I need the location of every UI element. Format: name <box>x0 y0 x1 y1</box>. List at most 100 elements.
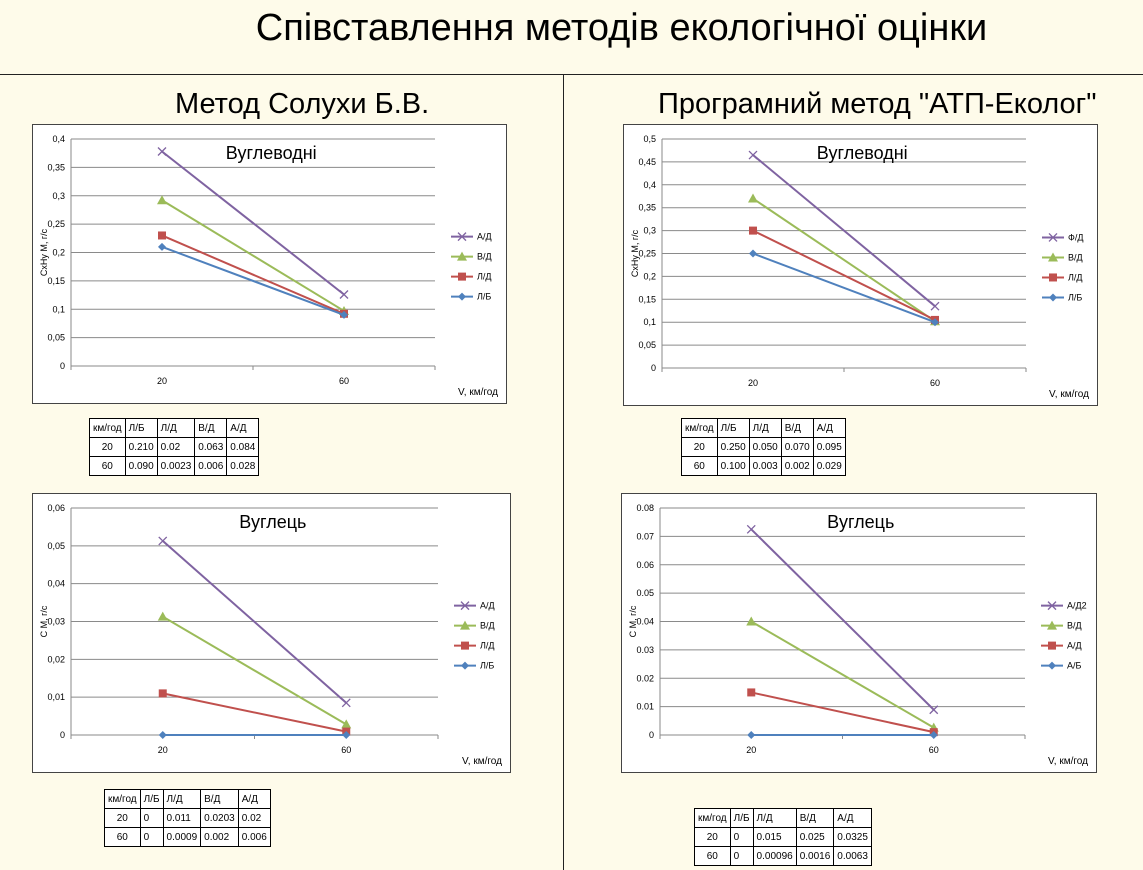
table-cell: км/год <box>681 418 718 438</box>
table-cell: 0.0325 <box>833 827 872 847</box>
chart-svg: 0 0,05 0,1 0,15 0,2 0,25 0,3 0,35 0,4 0,45 0,5 20 60… <box>630 134 1089 400</box>
y-axis-label: CxHy M, г/с <box>39 228 49 276</box>
table-cell: Л/Б <box>139 789 164 809</box>
table-row: 60 0 0.0009 0.002 0.006 <box>104 827 271 847</box>
data-point <box>341 698 351 708</box>
legend-label: Л/Б <box>1068 292 1082 302</box>
data-point <box>339 290 349 299</box>
table-cell: 0 <box>139 827 164 847</box>
y-tick-label: 0,3 <box>52 191 65 201</box>
y-tick-label: 0.07 <box>636 531 654 541</box>
y-tick-label: 0,15 <box>47 276 65 286</box>
data-point <box>157 147 167 156</box>
x-axis-label: V, км/год <box>458 387 498 398</box>
page-title: Співставлення методів екологічної оцінки <box>255 7 988 49</box>
series-line <box>750 528 935 711</box>
table-atp-hydrocarbons: км/год Л/Б Л/Д В/Д А/Д 20 0.250 0.050 0.070 0.095… <box>681 418 846 476</box>
y-tick-label: 0,35 <box>638 203 656 213</box>
y-tick-label: 0.04 <box>636 617 654 627</box>
table-cell: А/Д <box>226 418 260 438</box>
table-row: 60 0 0.00096 0.0016 0.0063 <box>694 846 872 866</box>
table-cell: Л/Д <box>156 418 196 438</box>
table-cell: 0.084 <box>226 437 260 457</box>
chart-atp-hydrocarbons: 0 0,05 0,1 0,15 0,2 0,25 0,3 0,35 0,4 0,45 0,5 20 60… <box>623 124 1098 406</box>
marker-stroke <box>457 232 467 242</box>
y-tick-label: 0,05 <box>47 333 65 343</box>
y-tick-label: 0,15 <box>638 294 656 304</box>
table-cell: 0.095 <box>812 437 846 457</box>
table-cell: 20 <box>681 437 718 457</box>
data-point <box>457 232 467 242</box>
table-cell: 0.0023 <box>156 456 196 476</box>
series-line <box>752 229 936 321</box>
y-tick-label: 0,04 <box>47 579 65 589</box>
table-cell: 0 <box>729 827 754 847</box>
table-cell: 0.025 <box>795 827 835 847</box>
y-tick-label: 0.03 <box>636 645 654 655</box>
chart-title: Вуглеводні <box>226 143 317 163</box>
y-tick-label: 0,45 <box>638 157 656 167</box>
x-tick-label: 60 <box>929 745 939 755</box>
y-tick-label: 0,5 <box>643 134 656 144</box>
legend-label: В/Д <box>1068 252 1083 262</box>
table-cell: Л/Д <box>162 789 202 809</box>
y-tick-label: 0,1 <box>643 317 656 327</box>
legend-label: Л/Д <box>477 272 492 282</box>
data-point <box>157 611 168 621</box>
marker-stroke <box>158 536 168 546</box>
table-header-row: км/год Л/Б Л/Д В/Д А/Д <box>89 418 260 438</box>
table-cell: 0.029 <box>812 456 846 476</box>
y-tick-label: 0.01 <box>636 702 654 712</box>
legend-label: А/Б <box>1067 661 1082 671</box>
series-line <box>751 691 934 734</box>
legend-label: Л/Д <box>480 641 495 651</box>
chart-title: Вуглець <box>239 512 306 532</box>
legend-label: Л/Б <box>480 661 494 671</box>
data-point <box>929 705 939 715</box>
data-point <box>458 272 466 281</box>
marker-stroke <box>1047 601 1057 611</box>
x-tick-label: 60 <box>341 745 351 755</box>
table-cell: 0.063 <box>194 437 228 457</box>
table-cell: Л/Б <box>716 418 750 438</box>
y-tick-label: 0.06 <box>636 560 654 570</box>
data-point <box>1048 661 1056 670</box>
data-point <box>158 231 166 240</box>
column-divider <box>563 75 564 870</box>
y-axis-label: CxHy M, г/с <box>630 229 640 277</box>
legend-label: Л/Д <box>1068 272 1083 282</box>
table-cell: 0.0016 <box>795 846 835 866</box>
data-point <box>931 318 939 327</box>
chart-atp-carbon: 0 0.01 0.02 0.03 0.04 0.05 0.06 0.07 0.08 20 60 Вуг… <box>621 493 1097 773</box>
legend-label: В/Д <box>477 252 492 262</box>
data-point <box>748 150 758 160</box>
table-cell: 60 <box>694 846 731 866</box>
table-cell: 0.015 <box>752 827 797 847</box>
marker-stroke <box>1048 233 1058 242</box>
table-cell: Л/Б <box>124 418 158 438</box>
data-point <box>1048 252 1058 262</box>
table-cell: В/Д <box>200 789 239 809</box>
table-cell: 0 <box>139 808 164 828</box>
y-tick-label: 0,2 <box>643 271 656 281</box>
table-atp-carbon: км/год Л/Б Л/Д В/Д А/Д 20 0 0.015 0.025 0.0325 60 0… <box>694 808 872 866</box>
marker-stroke <box>157 147 167 156</box>
table-cell: 0.02 <box>237 808 271 828</box>
table-cell: 0.002 <box>780 456 814 476</box>
legend-label: А/Д <box>1067 641 1082 651</box>
table-cell: 60 <box>104 827 141 847</box>
table-row: 60 0.090 0.0023 0.006 0.028 <box>89 456 260 476</box>
y-tick-label: 0,3 <box>643 226 656 236</box>
series-line <box>161 245 345 316</box>
series-line <box>161 150 345 296</box>
data-point <box>157 195 167 205</box>
table-cell: км/год <box>89 418 126 438</box>
y-tick-label: 0,03 <box>47 617 65 627</box>
table-cell: Л/Б <box>729 808 754 828</box>
table-cell: 0.006 <box>194 456 228 476</box>
left-method-title: Метод Солухи Б.В. <box>175 88 430 120</box>
table-cell: 0.250 <box>716 437 750 457</box>
chart-soluha-carbon: 0 0,01 0,02 0,03 0,04 0,05 0,06 20 60 Вуглець V, к… <box>32 493 511 773</box>
data-point <box>340 310 348 319</box>
y-tick-label: 0,4 <box>52 134 65 144</box>
